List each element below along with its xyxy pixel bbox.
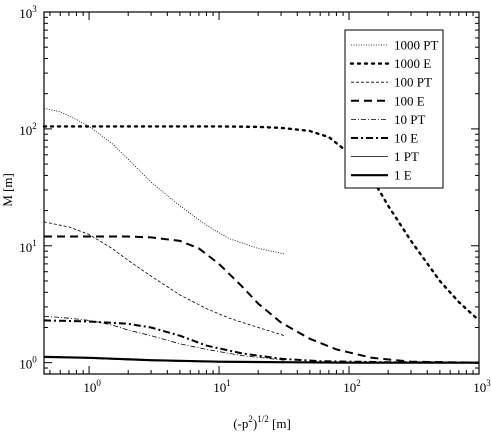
series-line-5 bbox=[43, 319, 480, 364]
plot-frame bbox=[43, 11, 480, 375]
legend-label-6: 1 PT bbox=[394, 149, 419, 164]
y-tick-label: 100 bbox=[19, 355, 37, 372]
series-line-7 bbox=[43, 355, 479, 364]
legend-box bbox=[344, 29, 444, 189]
y-tick-label: 103 bbox=[19, 4, 37, 21]
x-tick-label: 103 bbox=[473, 378, 491, 395]
series-line-1 bbox=[42, 125, 481, 322]
y-tick-label: 102 bbox=[19, 121, 37, 138]
legend-label-2: 100 PT bbox=[394, 75, 432, 90]
legend-label-3: 100 E bbox=[394, 93, 425, 108]
legend: 1000 PT 1000 E 100 PT 100 E 10 PT 10 E 1 PT 1 E bbox=[344, 29, 444, 189]
x-tick-label: 101 bbox=[213, 378, 231, 395]
y-tick-label: 101 bbox=[19, 238, 37, 255]
series-line-3 bbox=[44, 235, 480, 364]
y-axis-label: M [m] bbox=[0, 173, 15, 207]
legend-label-7: 1 E bbox=[394, 168, 412, 183]
series-layer bbox=[42, 107, 481, 364]
legend-label-1: 1000 E bbox=[394, 56, 431, 71]
legend-label-0: 1000 PT bbox=[394, 38, 438, 53]
series-line-4 bbox=[43, 315, 285, 361]
y-axis-ticks: 100 101 102 103 bbox=[19, 4, 479, 375]
series-line-2 bbox=[43, 221, 285, 337]
x-axis-label: (-p2)1/2 [m] bbox=[233, 414, 291, 431]
legend-items: 1000 PT 1000 E 100 PT 100 E 10 PT 10 E 1 PT 1 E bbox=[349, 38, 438, 183]
x-tick-label: 100 bbox=[83, 378, 101, 395]
series-line-0 bbox=[43, 107, 285, 255]
legend-label-5: 10 E bbox=[394, 131, 418, 146]
x-axis-ticks: 100 101 102 103 bbox=[49, 12, 491, 395]
legend-label-4: 10 PT bbox=[394, 112, 425, 127]
x-tick-label: 102 bbox=[343, 378, 361, 395]
